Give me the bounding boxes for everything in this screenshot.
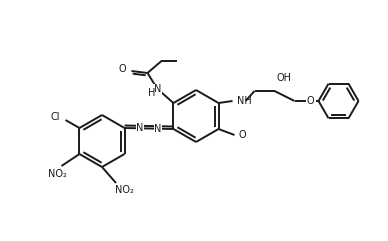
Text: NO₂: NO₂ xyxy=(114,185,133,195)
Text: N: N xyxy=(137,123,144,133)
Text: N: N xyxy=(154,124,161,134)
Text: H: H xyxy=(148,88,155,98)
Text: NH: NH xyxy=(237,96,251,106)
Text: O: O xyxy=(239,130,246,140)
Text: O: O xyxy=(119,64,126,74)
Text: N: N xyxy=(154,84,161,94)
Text: OH: OH xyxy=(277,73,291,83)
Text: Cl: Cl xyxy=(51,112,61,122)
Text: O: O xyxy=(307,96,314,106)
Text: NO₂: NO₂ xyxy=(48,169,67,179)
